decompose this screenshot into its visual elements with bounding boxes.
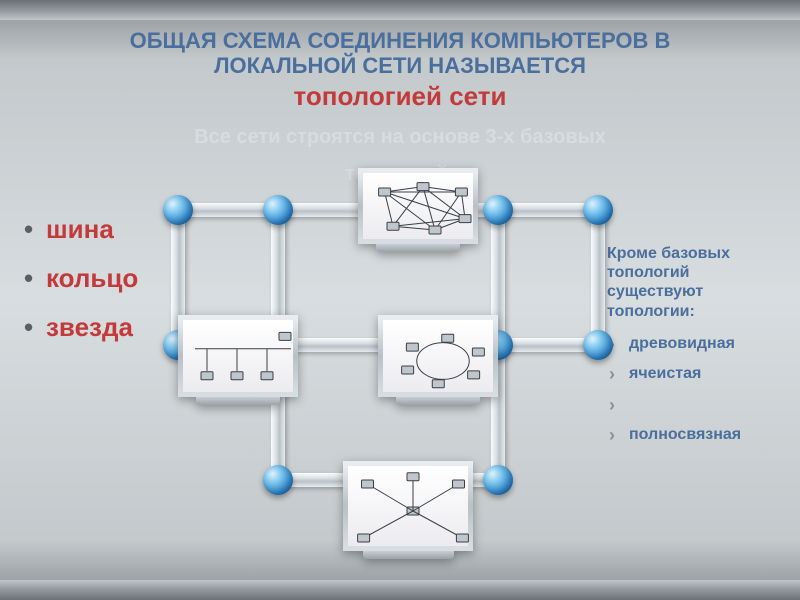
title-line-2: ЛОКАЛЬНОЙ СЕТИ НАЗЫВАЕТСЯ <box>0 53 800 78</box>
base-topologies-list: шина кольцо звезда <box>24 214 138 361</box>
monitor-icon <box>378 315 498 405</box>
node-sphere <box>263 465 293 495</box>
slide-header: ОБЩАЯ СХЕМА СОЕДИНЕНИЯ КОМПЬЮТЕРОВ В ЛОК… <box>0 28 800 186</box>
monitor-icon <box>343 461 473 559</box>
additional-topologies: Кроме базовых топологий существуют топол… <box>607 244 782 456</box>
title-line-1: ОБЩАЯ СХЕМА СОЕДИНЕНИЯ КОМПЬЮТЕРОВ В <box>0 28 800 53</box>
node-sphere <box>483 465 513 495</box>
node-sphere <box>163 195 193 225</box>
list-item: древовидная <box>607 335 782 353</box>
monitor-icon <box>178 315 298 405</box>
list-item <box>607 396 782 414</box>
pipe-vertical <box>591 210 605 345</box>
node-sphere <box>483 195 513 225</box>
node-sphere <box>583 330 613 360</box>
additional-heading: Кроме базовых топологий существуют топол… <box>607 244 782 321</box>
subhead-line-1: Все сети строятся на основе 3-х базовых <box>0 126 800 149</box>
list-item: звезда <box>24 312 138 343</box>
bottom-metal-band <box>0 580 800 600</box>
top-metal-band <box>0 0 800 20</box>
list-item: полносвязная <box>607 426 782 444</box>
list-item: кольцо <box>24 263 138 294</box>
network-diagram <box>148 180 608 580</box>
additional-list: древовидная ячеистая полносвязная <box>607 335 782 444</box>
node-sphere <box>263 195 293 225</box>
node-sphere <box>583 195 613 225</box>
monitor-icon <box>358 168 478 252</box>
list-item: ячеистая <box>607 365 782 383</box>
topology-term: топологией сети <box>0 81 800 112</box>
list-item: шина <box>24 214 138 245</box>
